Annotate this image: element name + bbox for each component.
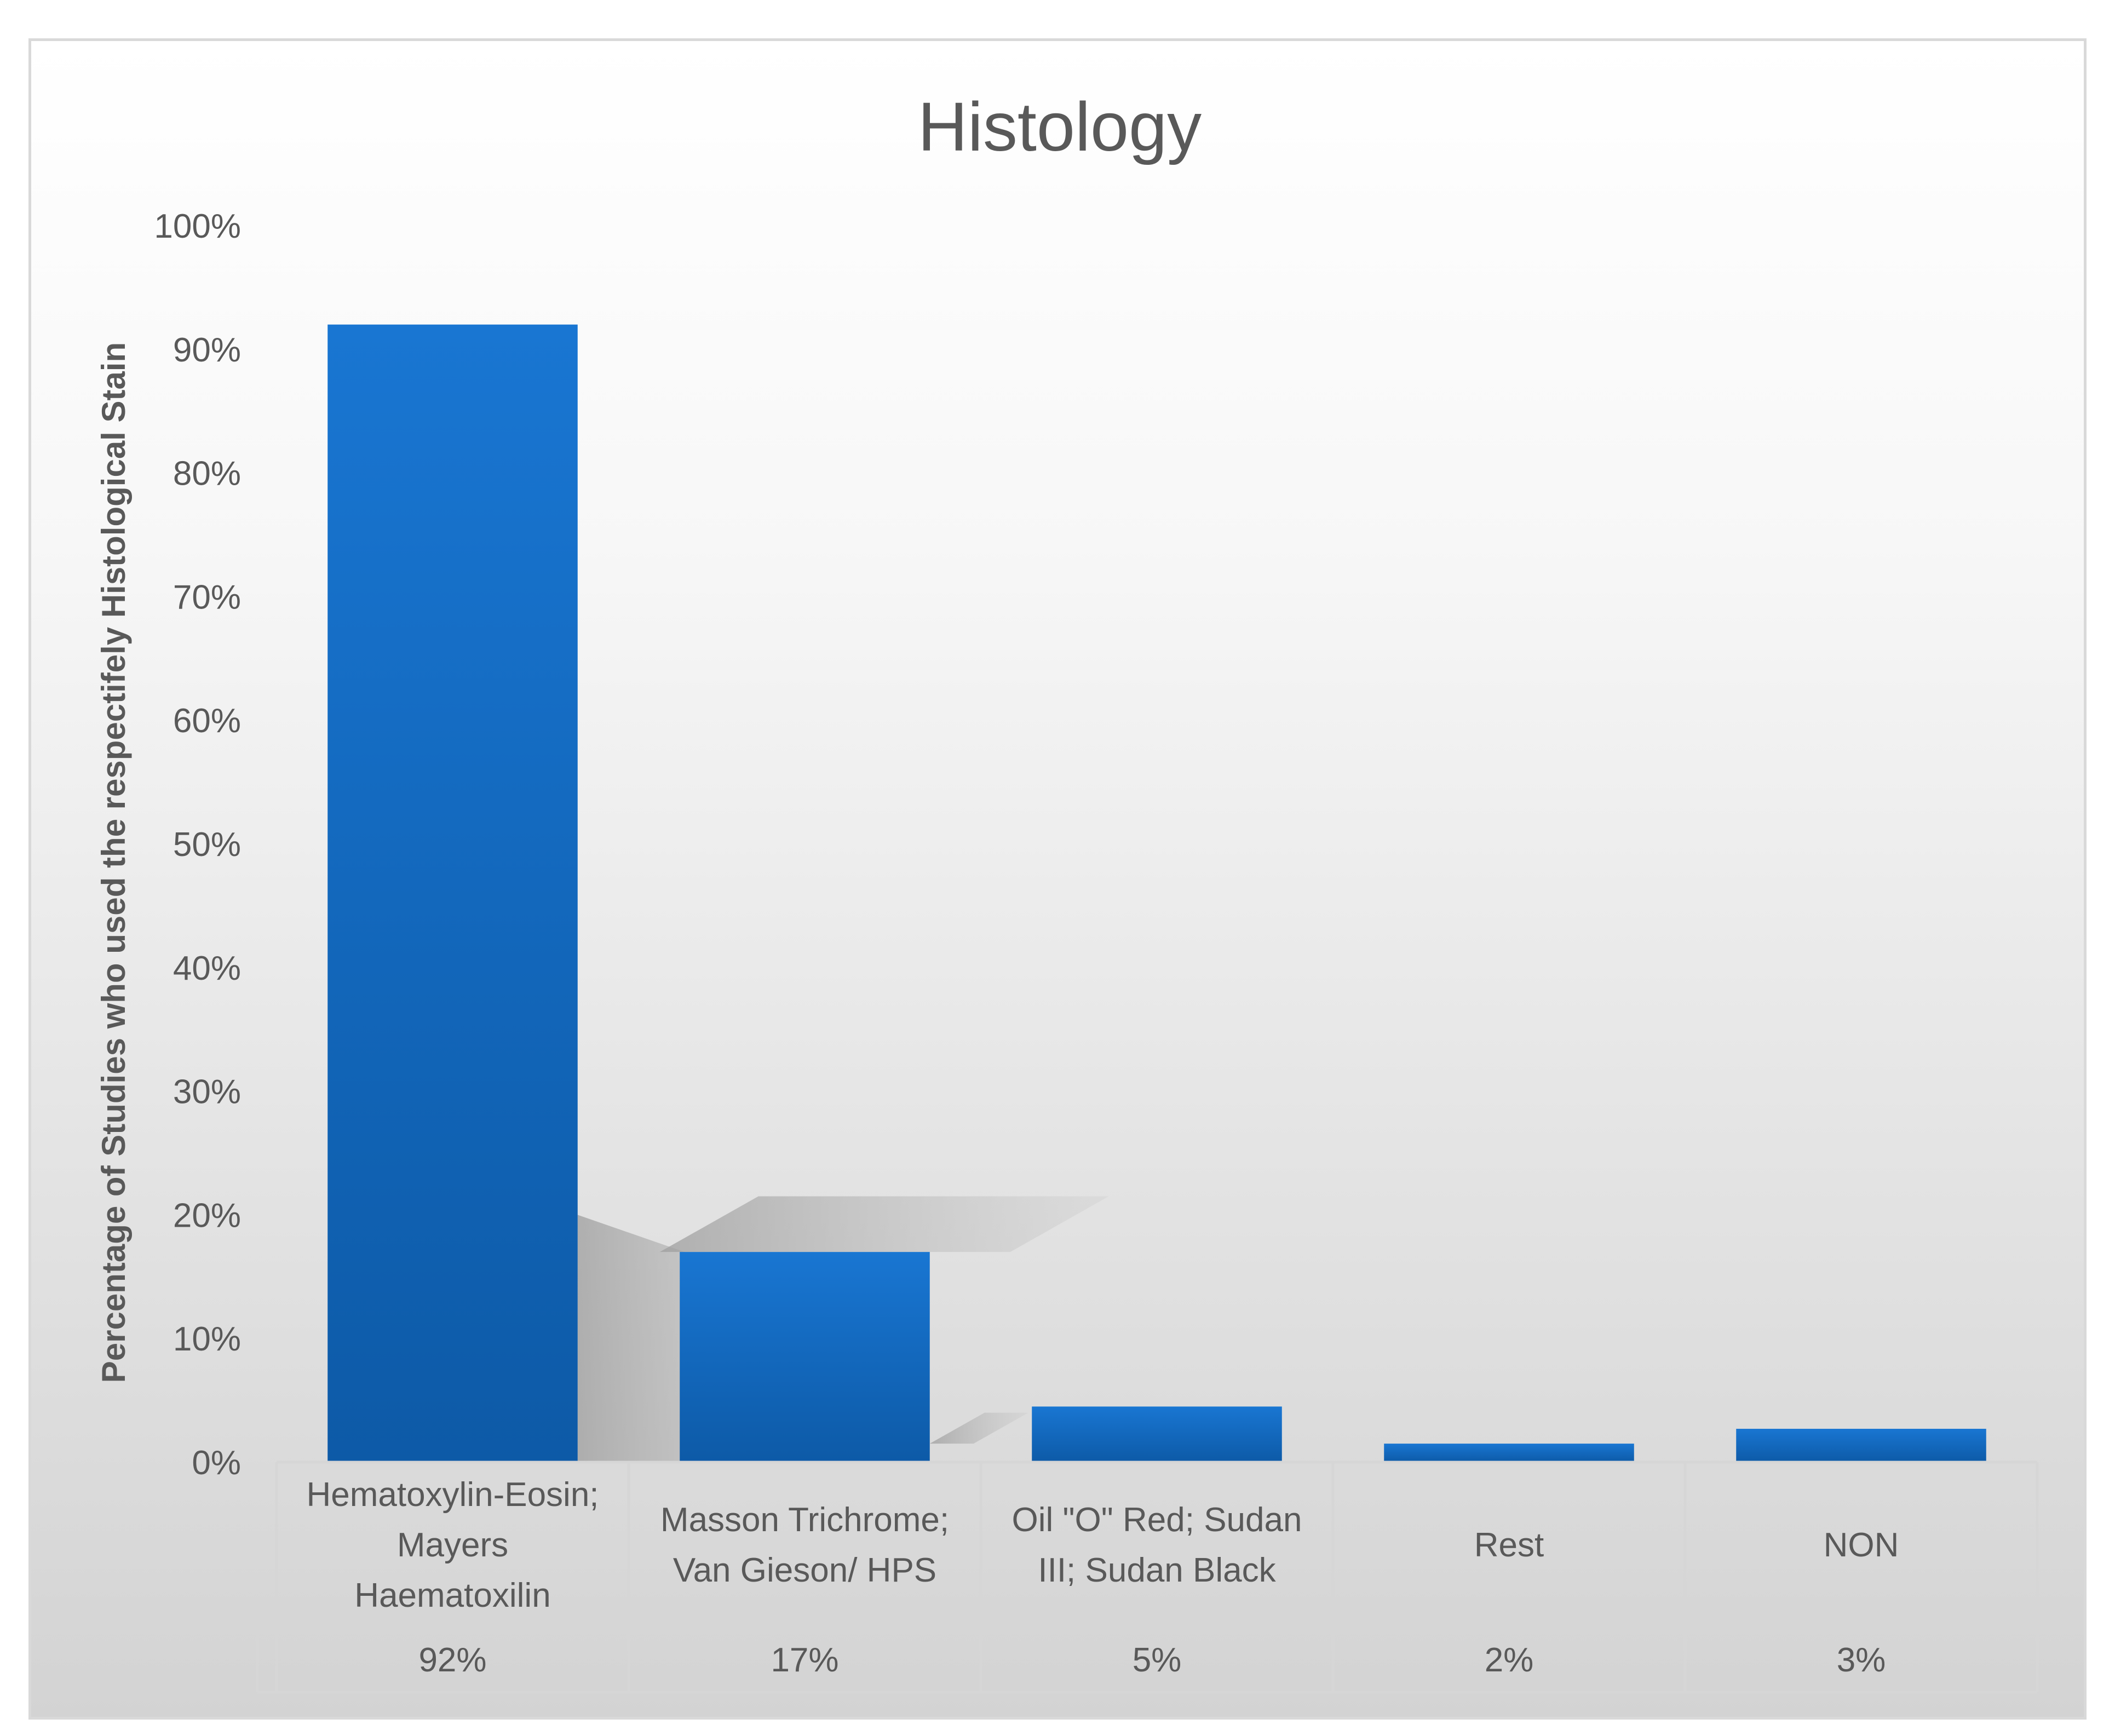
y-tick-label: 0% [192,1444,241,1482]
chart-title: Histology [918,88,1202,165]
bars [327,324,1986,1462]
data-label: 5% [1133,1641,1182,1679]
data-label: 2% [1485,1641,1534,1679]
bar-shadow [929,1412,1028,1444]
y-tick-label: 70% [173,578,241,616]
y-axis-label: Percentage of Studies who used the respe… [95,342,132,1383]
x-tick-label: Oil "O" Red; Sudan III; Sudan Black [1012,1501,1302,1589]
y-tick-label: 60% [173,702,241,740]
y-tick-label: 20% [173,1197,241,1234]
data-table: Hematoxylin-Eosin; Mayers Haematoxilin Mass… [256,1461,2039,1694]
y-tick-label: 30% [173,1073,241,1111]
y-tick-label: 100% [154,208,241,245]
bar [1384,1444,1634,1462]
x-tick-label: NON [1824,1526,1899,1564]
x-tick-label: Hematoxylin-Eosin; Mayers Haematoxilin [306,1476,599,1614]
bar [1736,1429,1986,1462]
y-axis-ticks: 0% 10% 20% 30% 40% 50% 60% 70% 80% 90% 100% [154,208,241,1482]
data-label: 92% [418,1641,486,1679]
bar [680,1252,930,1462]
y-tick-label: 40% [173,950,241,987]
bar [327,324,578,1462]
bar-shadow [659,1196,1109,1252]
data-label: 3% [1837,1641,1886,1679]
y-tick-label: 80% [173,455,241,493]
y-tick-label: 50% [173,826,241,864]
x-tick-label: Rest [1474,1526,1544,1564]
data-label: 17% [771,1641,838,1679]
y-tick-label: 90% [173,331,241,369]
x-tick-label: Masson Trichrome; Van Gieson/ HPS [660,1501,949,1589]
bar [1032,1406,1282,1462]
y-tick-label: 10% [173,1320,241,1358]
